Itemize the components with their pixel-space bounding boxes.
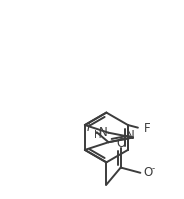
Text: H: H bbox=[94, 130, 101, 140]
Text: O: O bbox=[143, 166, 152, 179]
Text: N: N bbox=[126, 129, 135, 142]
Text: -: - bbox=[151, 164, 155, 173]
Text: F: F bbox=[144, 122, 150, 136]
Text: N: N bbox=[98, 126, 107, 139]
Text: I: I bbox=[87, 121, 91, 134]
Text: O: O bbox=[116, 137, 125, 150]
